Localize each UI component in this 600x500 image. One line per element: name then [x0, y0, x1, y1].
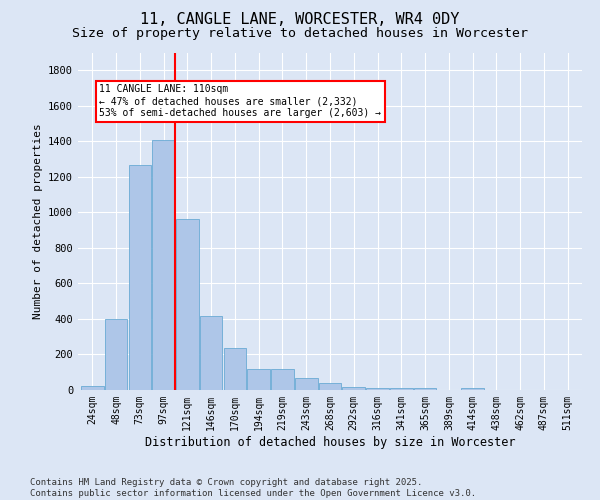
Text: Size of property relative to detached houses in Worcester: Size of property relative to detached ho… — [72, 28, 528, 40]
Text: Contains HM Land Registry data © Crown copyright and database right 2025.
Contai: Contains HM Land Registry data © Crown c… — [30, 478, 476, 498]
X-axis label: Distribution of detached houses by size in Worcester: Distribution of detached houses by size … — [145, 436, 515, 448]
Bar — [247, 368, 270, 390]
Bar — [105, 319, 127, 390]
Bar — [224, 348, 246, 390]
Text: 11 CANGLE LANE: 110sqm
← 47% of detached houses are smaller (2,332)
53% of semi-: 11 CANGLE LANE: 110sqm ← 47% of detached… — [100, 84, 382, 117]
Text: 11, CANGLE LANE, WORCESTER, WR4 0DY: 11, CANGLE LANE, WORCESTER, WR4 0DY — [140, 12, 460, 28]
Bar — [271, 368, 294, 390]
Bar — [128, 166, 151, 390]
Bar — [390, 388, 413, 390]
Bar — [414, 388, 436, 390]
Bar — [366, 388, 389, 390]
Y-axis label: Number of detached properties: Number of detached properties — [32, 124, 43, 319]
Bar — [461, 388, 484, 390]
Bar — [176, 220, 199, 390]
Bar — [319, 383, 341, 390]
Bar — [343, 388, 365, 390]
Bar — [152, 140, 175, 390]
Bar — [81, 386, 104, 390]
Bar — [200, 316, 223, 390]
Bar — [295, 378, 317, 390]
